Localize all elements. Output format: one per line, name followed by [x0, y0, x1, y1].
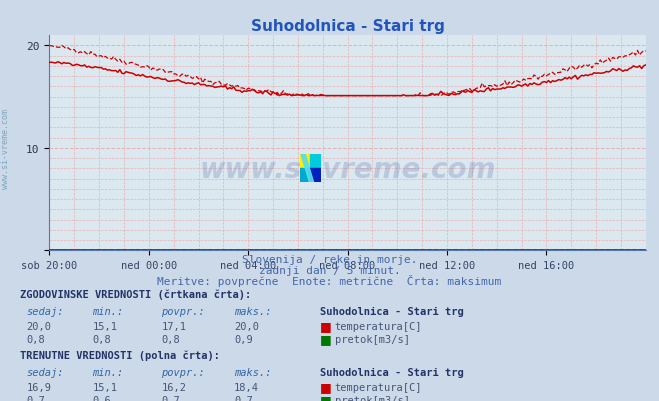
Text: www.si-vreme.com: www.si-vreme.com	[1, 108, 10, 188]
Text: TRENUTNE VREDNOSTI (polna črta):: TRENUTNE VREDNOSTI (polna črta):	[20, 350, 219, 360]
Text: Slovenija / reke in morje.: Slovenija / reke in morje.	[242, 255, 417, 265]
Text: 0,7: 0,7	[234, 395, 252, 401]
Text: pretok[m3/s]: pretok[m3/s]	[335, 395, 410, 401]
Text: min.:: min.:	[92, 306, 123, 316]
Text: 0,8: 0,8	[26, 334, 45, 344]
Text: 15,1: 15,1	[92, 321, 117, 331]
Text: www.si-vreme.com: www.si-vreme.com	[200, 155, 496, 183]
Text: pretok[m3/s]: pretok[m3/s]	[335, 334, 410, 344]
Text: Suhodolnica - Stari trg: Suhodolnica - Stari trg	[320, 306, 463, 316]
Text: Meritve: povprečne  Enote: metrične  Črta: maksimum: Meritve: povprečne Enote: metrične Črta:…	[158, 274, 501, 286]
Text: povpr.:: povpr.:	[161, 306, 205, 316]
Bar	[300, 154, 310, 168]
Text: Suhodolnica - Stari trg: Suhodolnica - Stari trg	[320, 367, 463, 377]
Text: 0,7: 0,7	[161, 395, 180, 401]
Text: maks.:: maks.:	[234, 367, 272, 377]
Text: temperatura[C]: temperatura[C]	[335, 382, 422, 392]
Text: temperatura[C]: temperatura[C]	[335, 321, 422, 331]
Text: sedaj:: sedaj:	[26, 367, 64, 377]
Bar	[300, 168, 310, 182]
Text: min.:: min.:	[92, 367, 123, 377]
Text: ■: ■	[320, 380, 331, 393]
Bar	[310, 154, 321, 168]
Text: sedaj:: sedaj:	[26, 306, 64, 316]
Text: ■: ■	[320, 332, 331, 345]
Bar	[310, 168, 321, 182]
Polygon shape	[301, 154, 314, 182]
Text: 20,0: 20,0	[26, 321, 51, 331]
Text: 0,9: 0,9	[234, 334, 252, 344]
Text: 20,0: 20,0	[234, 321, 259, 331]
Text: zadnji dan / 5 minut.: zadnji dan / 5 minut.	[258, 265, 401, 275]
Text: ■: ■	[320, 393, 331, 401]
Text: 17,1: 17,1	[161, 321, 186, 331]
Text: povpr.:: povpr.:	[161, 367, 205, 377]
Text: 16,2: 16,2	[161, 382, 186, 392]
Text: 0,8: 0,8	[92, 334, 111, 344]
Text: ZGODOVINSKE VREDNOSTI (črtkana črta):: ZGODOVINSKE VREDNOSTI (črtkana črta):	[20, 289, 251, 300]
Text: 18,4: 18,4	[234, 382, 259, 392]
Text: 15,1: 15,1	[92, 382, 117, 392]
Text: 0,8: 0,8	[161, 334, 180, 344]
Text: 0,6: 0,6	[92, 395, 111, 401]
Text: 16,9: 16,9	[26, 382, 51, 392]
Text: maks.:: maks.:	[234, 306, 272, 316]
Text: 0,7: 0,7	[26, 395, 45, 401]
Title: Suhodolnica - Stari trg: Suhodolnica - Stari trg	[250, 18, 445, 34]
Text: ■: ■	[320, 319, 331, 332]
